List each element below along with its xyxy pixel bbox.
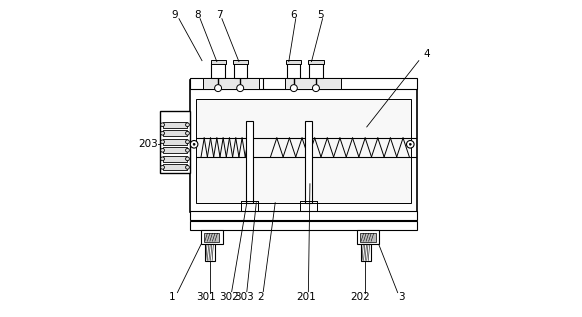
Circle shape: [161, 157, 165, 161]
Bar: [286, 60, 301, 64]
Text: 3: 3: [398, 292, 404, 302]
Bar: [190, 221, 417, 230]
Bar: [285, 78, 342, 89]
Circle shape: [215, 85, 222, 92]
Text: 5: 5: [317, 10, 324, 20]
Text: 202: 202: [350, 292, 370, 302]
Bar: [361, 244, 371, 261]
Circle shape: [161, 131, 165, 135]
Text: 4: 4: [423, 49, 430, 59]
Bar: [204, 233, 219, 242]
Circle shape: [186, 131, 189, 135]
Text: 301: 301: [197, 292, 217, 302]
Circle shape: [193, 143, 195, 145]
Circle shape: [161, 148, 165, 152]
Bar: [190, 80, 417, 212]
Bar: [196, 99, 411, 203]
Circle shape: [406, 140, 414, 148]
Bar: [287, 63, 300, 78]
Bar: [305, 121, 312, 203]
Text: 201: 201: [296, 292, 316, 302]
Text: 8: 8: [194, 10, 201, 20]
Circle shape: [186, 148, 189, 152]
Bar: [162, 164, 187, 171]
Text: 203: 203: [138, 139, 158, 149]
Bar: [233, 60, 248, 64]
Circle shape: [161, 165, 165, 169]
Circle shape: [409, 143, 411, 145]
Text: 9: 9: [172, 10, 178, 20]
Bar: [162, 147, 187, 153]
Bar: [233, 63, 247, 78]
Text: 1: 1: [168, 292, 175, 302]
Circle shape: [313, 85, 320, 92]
Circle shape: [237, 85, 244, 92]
Text: 302: 302: [219, 292, 239, 302]
Text: 6: 6: [290, 10, 297, 20]
Bar: [205, 244, 215, 261]
Bar: [309, 63, 322, 78]
Circle shape: [186, 140, 189, 144]
Bar: [357, 230, 379, 244]
Bar: [190, 78, 417, 89]
Circle shape: [190, 140, 198, 148]
Circle shape: [290, 85, 297, 92]
Circle shape: [161, 140, 165, 144]
Bar: [201, 230, 222, 244]
Bar: [162, 156, 187, 162]
Bar: [308, 60, 324, 64]
Bar: [203, 78, 260, 89]
Bar: [246, 121, 253, 203]
Circle shape: [186, 165, 189, 169]
Circle shape: [161, 123, 165, 126]
Circle shape: [186, 123, 189, 126]
Text: 2: 2: [258, 292, 264, 302]
Bar: [360, 233, 375, 242]
Text: 303: 303: [235, 292, 254, 302]
Text: 7: 7: [217, 10, 223, 20]
Bar: [190, 211, 417, 220]
Bar: [162, 139, 187, 145]
Bar: [211, 60, 226, 64]
Bar: [211, 63, 225, 78]
Circle shape: [186, 157, 189, 161]
Bar: [162, 122, 187, 128]
Bar: [162, 130, 187, 136]
Bar: [160, 111, 190, 173]
